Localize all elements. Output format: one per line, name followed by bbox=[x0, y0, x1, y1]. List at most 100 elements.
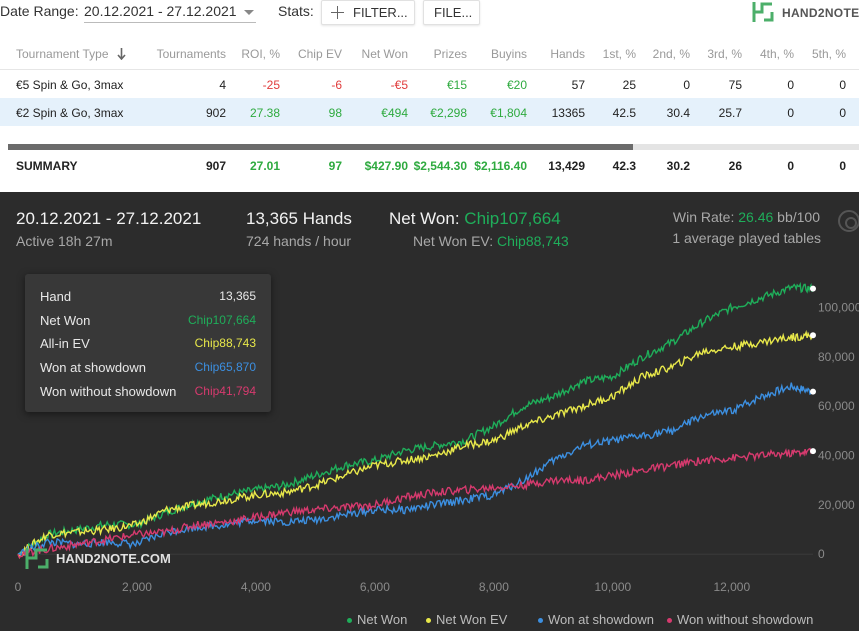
net-won-ev-value: Chip88,743 bbox=[497, 233, 569, 249]
hands-title: 13,365 Hands bbox=[246, 209, 352, 228]
cell-prizes: €15 bbox=[446, 78, 467, 92]
col-buyins[interactable]: Buyins bbox=[490, 47, 527, 61]
horizontal-scrollbar[interactable] bbox=[8, 144, 859, 150]
panel-date-range: 20.12.2021 - 27.12.2021 bbox=[16, 209, 202, 228]
cell-2nd: 30.4 bbox=[666, 106, 690, 120]
cell-hands: 13365 bbox=[551, 106, 585, 120]
col-4th[interactable]: 4th, % bbox=[759, 47, 794, 61]
cell-3rd: 25.7 bbox=[718, 106, 742, 120]
table-row[interactable]: €5 Spin & Go, 3max 4 -25 -6 -€5 €15 €20 … bbox=[0, 70, 859, 98]
cell-net-won: €494 bbox=[381, 106, 408, 120]
legend-item[interactable]: Net Won bbox=[347, 612, 407, 630]
col-hands[interactable]: Hands bbox=[550, 47, 585, 61]
cell-roi: 27.38 bbox=[249, 106, 280, 120]
sum-roi: 27.01 bbox=[249, 159, 280, 173]
hands-rate: 724 hands / hour bbox=[246, 233, 352, 249]
col-1st[interactable]: 1st, % bbox=[602, 47, 636, 61]
summary-label: SUMMARY bbox=[16, 159, 78, 173]
sum-4th: 0 bbox=[787, 159, 794, 173]
sum-prizes: $2,544.30 bbox=[413, 159, 467, 173]
cell-hands: 57 bbox=[571, 78, 585, 92]
x-tick-label: 8,000 bbox=[479, 580, 509, 594]
tooltip-showdown: Won at showdown Chip65,870 bbox=[40, 360, 256, 375]
series-end-point bbox=[810, 285, 816, 292]
cell-roi: -25 bbox=[262, 78, 280, 92]
col-chip-ev[interactable]: Chip EV bbox=[297, 47, 342, 61]
x-tick-label: 0 bbox=[15, 580, 22, 594]
series-end-point bbox=[810, 332, 816, 339]
legend-label: Won at showdown bbox=[548, 612, 654, 627]
y-tick-label: 100,000 bbox=[818, 300, 859, 314]
win-rate-value: 26.46 bbox=[738, 209, 774, 225]
col-2nd[interactable]: 2nd, % bbox=[652, 47, 690, 61]
sum-5th: 0 bbox=[839, 159, 846, 173]
col-5th[interactable]: 5th, % bbox=[811, 47, 846, 61]
tooltip-hand: Hand 13,365 bbox=[40, 289, 256, 304]
file-button[interactable]: FILE... bbox=[423, 0, 480, 25]
logo-icon bbox=[752, 2, 774, 22]
summary-row: SUMMARY 907 27.01 97 $427.90 $2,544.30 $… bbox=[0, 152, 859, 180]
sum-buyins: $2,116.40 bbox=[474, 159, 527, 173]
sum-hands: 13,429 bbox=[548, 159, 585, 173]
win-rate: Win Rate: 26.46 bb/100 bbox=[673, 209, 820, 225]
tooltip-non-showdown: Won without showdown Chip41,794 bbox=[40, 384, 256, 399]
sum-3rd: 26 bbox=[728, 159, 742, 173]
legend-item[interactable]: Won without showdown bbox=[667, 612, 813, 630]
filter-button-label: FILTER... bbox=[353, 5, 408, 20]
net-won-value: Chip107,664 bbox=[464, 209, 561, 228]
net-won-chart: 0 20,000 40,000 60,000 80,000 100,000 0 2,000 4,… bbox=[15, 281, 859, 594]
active-time: Active 18h 27m bbox=[16, 233, 113, 249]
cell-tournaments: 4 bbox=[219, 78, 226, 92]
win-rate-label: Win Rate: bbox=[672, 209, 735, 225]
tooltip-allin-ev: All-in EV Chip88,743 bbox=[40, 336, 256, 351]
scrollbar-thumb[interactable] bbox=[8, 144, 633, 150]
net-won-ev-summary: Net Won EV: Chip88,743 bbox=[413, 233, 569, 249]
sum-1st: 42.3 bbox=[612, 159, 636, 173]
legend-dot bbox=[667, 618, 672, 624]
col-tournament-type[interactable]: Tournament Type bbox=[16, 47, 109, 61]
legend-label: Net Won EV bbox=[436, 612, 508, 627]
sum-net-won: $427.90 bbox=[364, 159, 408, 173]
y-tick-label: 0 bbox=[818, 547, 825, 561]
table-row-selected[interactable]: €2 Spin & Go, 3max 902 27.38 98 €494 €2,… bbox=[0, 98, 859, 126]
file-button-label: FILE... bbox=[434, 5, 473, 20]
x-tick-label: 12,000 bbox=[713, 580, 750, 594]
series-line-3 bbox=[17, 447, 814, 559]
plus-icon bbox=[331, 6, 344, 19]
net-won-summary: Net Won: Chip107,664 bbox=[389, 209, 561, 229]
legend-label: Net Won bbox=[357, 612, 408, 627]
legend-item[interactable]: Won at showdown bbox=[538, 612, 654, 630]
filter-button[interactable]: FILTER... bbox=[321, 0, 415, 25]
sum-2nd: 30.2 bbox=[666, 159, 690, 173]
col-prizes[interactable]: Prizes bbox=[433, 47, 467, 61]
cell-5th: 0 bbox=[839, 78, 846, 92]
col-net-won[interactable]: Net Won bbox=[361, 47, 408, 61]
col-tournaments[interactable]: Tournaments bbox=[156, 47, 226, 61]
cell-1st: 42.5 bbox=[612, 106, 636, 120]
net-won-ev-label: Net Won EV: bbox=[413, 233, 494, 249]
legend-dot bbox=[426, 618, 431, 624]
gear-icon[interactable] bbox=[838, 210, 859, 232]
date-range-select[interactable]: 20.12.2021 - 27.12.2021 bbox=[84, 1, 256, 23]
legend-item[interactable]: Net Won EV bbox=[426, 612, 507, 630]
tables-note: 1 average played tables bbox=[672, 230, 821, 246]
cell-chip-ev: -6 bbox=[331, 78, 342, 92]
cell-type: €5 Spin & Go, 3max bbox=[16, 78, 124, 92]
legend-dot bbox=[347, 618, 352, 624]
cell-tournaments: 902 bbox=[205, 106, 226, 120]
series-line-1 bbox=[17, 329, 814, 560]
cell-prizes: €2,298 bbox=[430, 106, 467, 120]
stats-label: Stats: bbox=[278, 3, 314, 19]
col-3rd[interactable]: 3rd, % bbox=[707, 47, 742, 61]
col-roi[interactable]: ROI, % bbox=[241, 47, 280, 61]
sum-tournaments: 907 bbox=[205, 159, 226, 173]
watermark-logo-icon bbox=[25, 548, 49, 569]
chevron-down-icon bbox=[244, 10, 254, 15]
cell-type: €2 Spin & Go, 3max bbox=[16, 106, 124, 120]
y-tick-label: 60,000 bbox=[818, 399, 855, 413]
date-range-value: 20.12.2021 - 27.12.2021 bbox=[84, 3, 237, 19]
cell-buyins: €20 bbox=[506, 78, 527, 92]
cell-3rd: 75 bbox=[728, 78, 742, 92]
win-rate-unit: bb/100 bbox=[777, 209, 820, 225]
net-won-label: Net Won: bbox=[389, 209, 460, 228]
